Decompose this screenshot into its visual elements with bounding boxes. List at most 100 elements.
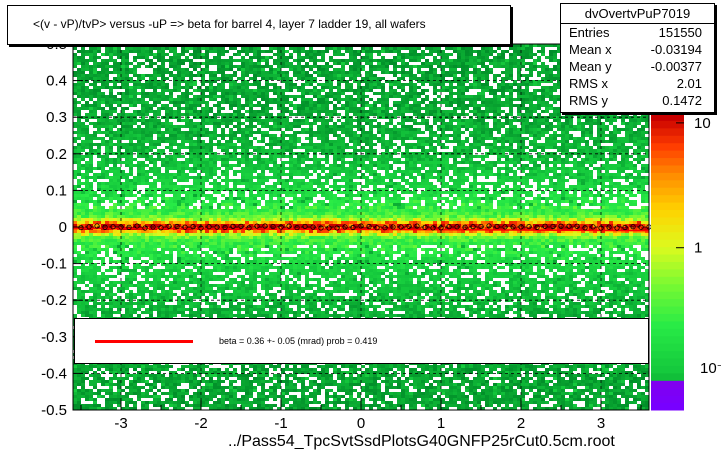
heatmap-cell	[141, 134, 145, 137]
heatmap-cell	[225, 179, 229, 182]
heatmap-cell	[221, 248, 225, 251]
heatmap-cell	[77, 296, 81, 299]
heatmap-cell	[245, 83, 249, 86]
heatmap-cell	[165, 167, 169, 170]
heatmap-cell	[93, 308, 97, 311]
heatmap-cell	[201, 47, 205, 50]
heatmap-cell	[221, 50, 225, 53]
heatmap-cell	[177, 104, 181, 107]
heatmap-cell	[197, 197, 201, 200]
heatmap-cell	[273, 125, 277, 128]
heatmap-cell	[121, 119, 125, 122]
heatmap-cell	[157, 302, 161, 305]
heatmap-cell	[237, 131, 241, 134]
heatmap-cell	[141, 179, 145, 182]
heatmap-cell	[205, 146, 209, 149]
heatmap-cell	[73, 101, 77, 104]
heatmap-cell	[201, 119, 205, 122]
heatmap-cell	[165, 296, 169, 299]
heatmap-cell	[73, 191, 77, 194]
heatmap-cell	[173, 176, 177, 179]
heatmap-cell	[265, 161, 269, 164]
heatmap-cell	[197, 143, 201, 146]
heatmap-cell	[221, 131, 225, 134]
heatmap-cell	[105, 131, 109, 134]
heatmap-cell	[241, 200, 245, 203]
heatmap-cell	[85, 137, 89, 140]
heatmap-cell	[225, 251, 229, 254]
heatmap-cell	[241, 86, 245, 89]
heatmap-cell	[201, 245, 205, 248]
heatmap-cell	[77, 215, 81, 218]
heatmap-cell	[221, 374, 225, 377]
heatmap-cell	[113, 383, 117, 386]
heatmap-cell	[73, 110, 77, 113]
heatmap-cell	[269, 236, 273, 239]
heatmap-cell	[193, 296, 197, 299]
heatmap-cell	[225, 89, 229, 92]
heatmap-cell	[257, 74, 261, 77]
heatmap-cell	[93, 62, 97, 65]
heatmap-cell	[97, 236, 101, 239]
heatmap-cell	[125, 206, 129, 209]
heatmap-cell	[177, 284, 181, 287]
heatmap-cell	[273, 194, 277, 197]
heatmap-cell	[117, 173, 121, 176]
heatmap-cell	[125, 308, 129, 311]
heatmap-cell	[161, 47, 165, 50]
heatmap-cell	[261, 257, 265, 260]
heatmap-cell	[205, 314, 209, 317]
heatmap-cell	[269, 128, 273, 131]
heatmap-cell	[253, 386, 257, 389]
heatmap-cell	[125, 59, 129, 62]
heatmap-cell	[109, 257, 113, 260]
heatmap-cell	[273, 119, 277, 122]
heatmap-cell	[185, 113, 189, 116]
heatmap-cell	[85, 179, 89, 182]
heatmap-cell	[145, 266, 149, 269]
heatmap-cell	[109, 305, 113, 308]
heatmap-cell	[153, 68, 157, 71]
heatmap-cell	[117, 68, 121, 71]
heatmap-cell	[229, 65, 233, 68]
heatmap-cell	[249, 50, 253, 53]
heatmap-cell	[249, 89, 253, 92]
heatmap-cell	[257, 395, 261, 398]
heatmap-cell	[105, 119, 109, 122]
heatmap-cell	[225, 167, 229, 170]
heatmap-cell	[89, 158, 93, 161]
heatmap-cell	[105, 113, 109, 116]
heatmap-cell	[129, 239, 133, 242]
heatmap-cell	[185, 287, 189, 290]
heatmap-cell	[73, 59, 77, 62]
heatmap-cell	[77, 143, 81, 146]
heatmap-cell	[81, 56, 85, 59]
heatmap-cell	[81, 62, 85, 65]
heatmap-cell	[109, 143, 113, 146]
heatmap-cell	[85, 104, 89, 107]
heatmap-cell	[181, 254, 185, 257]
heatmap-cell	[77, 155, 81, 158]
heatmap-cell	[89, 278, 93, 281]
heatmap-cell	[77, 113, 81, 116]
heatmap-cell	[77, 206, 81, 209]
heatmap-cell	[209, 386, 213, 389]
heatmap-cell	[145, 374, 149, 377]
heatmap-cell	[149, 191, 153, 194]
heatmap-cell	[269, 218, 273, 221]
heatmap-cell	[173, 209, 177, 212]
heatmap-cell	[173, 374, 177, 377]
heatmap-cell	[157, 74, 161, 77]
heatmap-cell	[165, 95, 169, 98]
heatmap-cell	[129, 62, 133, 65]
heatmap-cell	[241, 248, 245, 251]
heatmap-cell	[105, 146, 109, 149]
heatmap-cell	[137, 233, 141, 236]
heatmap-cell	[173, 287, 177, 290]
heatmap-cell	[161, 140, 165, 143]
heatmap-cell	[77, 185, 81, 188]
heatmap-cell	[233, 389, 237, 392]
heatmap-cell	[269, 305, 273, 308]
heatmap-cell	[253, 218, 257, 221]
heatmap-cell	[113, 53, 117, 56]
